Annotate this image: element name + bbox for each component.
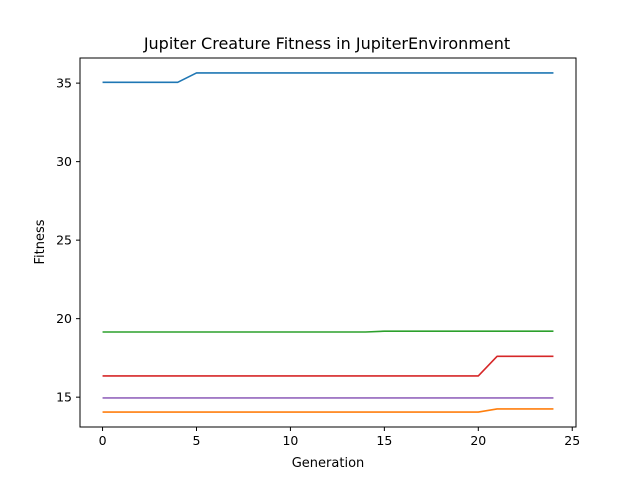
series-line-1 xyxy=(102,72,554,84)
x-tick-label: 5 xyxy=(193,433,201,448)
y-tick-label: 35 xyxy=(56,76,72,91)
y-axis-label: Fitness xyxy=(33,219,48,264)
x-tick-label: 25 xyxy=(564,433,580,448)
x-tick-label: 0 xyxy=(99,433,107,448)
y-tick-label: 15 xyxy=(56,390,72,405)
x-axis: 0 5 10 15 20 25 xyxy=(99,427,580,448)
chart-title: Jupiter Creature Fitness in JupiterEnvir… xyxy=(143,34,510,53)
series-line-2 xyxy=(102,408,554,413)
y-tick-label: 20 xyxy=(56,311,72,326)
x-axis-label: Generation xyxy=(292,456,365,471)
y-axis: 15 20 25 30 35 xyxy=(56,76,80,405)
y-tick-label: 30 xyxy=(56,154,72,169)
series-layer xyxy=(102,72,554,413)
series-line-4 xyxy=(102,355,554,377)
y-tick-label: 25 xyxy=(56,233,72,248)
x-tick-label: 10 xyxy=(282,433,298,448)
plot-frame xyxy=(79,57,577,428)
x-tick-label: 20 xyxy=(470,433,486,448)
series-line-3 xyxy=(102,330,554,333)
x-tick-label: 15 xyxy=(376,433,392,448)
